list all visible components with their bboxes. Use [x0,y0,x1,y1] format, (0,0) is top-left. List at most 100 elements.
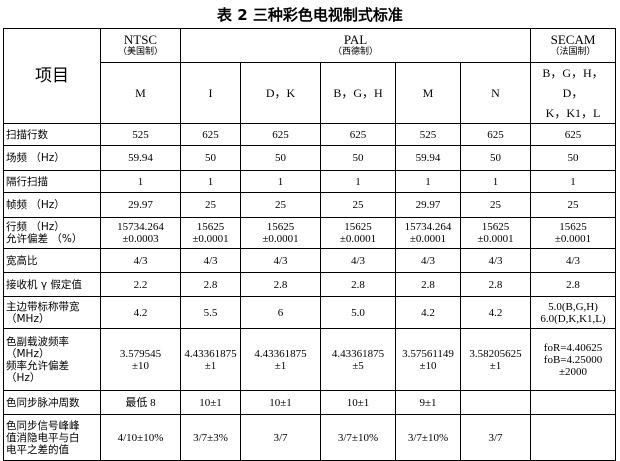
text-line: 15625 [344,221,372,233]
group-name: PAL [343,31,368,47]
text-line: 频率允许偏差 [6,359,69,372]
cell: 10±1 [320,390,396,415]
cell [459,390,532,415]
text-line: 主边带标称带宽 [6,300,80,313]
cell: 3.58205625 ±1 [459,328,532,391]
text-line: 50 [490,152,501,164]
text-line: 3/7±10% [337,431,379,444]
cell: 4.2 [100,296,181,329]
text-line: （Hz） [6,371,41,384]
text-line: 1 [492,175,499,188]
cell: 3/7 [459,414,532,461]
text-line: K，K1，L [545,106,601,120]
text-line: 625 [272,128,289,141]
cell: 4/3 [240,248,321,273]
cell: 625 [180,123,241,146]
text-line: 59.94 [415,152,441,164]
cell: 25 [240,192,321,218]
text-line: D，K [265,86,296,100]
text-line: 4/3 [350,254,366,267]
cell: 625 [530,123,617,146]
text-line: 电平之差的值 [6,443,69,456]
cell: 625 [320,123,396,146]
text-line: 2.8 [203,278,218,291]
text-line: 15734.264 [117,221,164,233]
text-line: 4.2 [488,306,503,319]
standards-table: 项目 NTSC （美国制） PAL （西德制） SECAM （法国制） M I D，K B，G，H M… [3,28,617,461]
data-row: 接收机 γ 假定值 2.2 2.8 2.8 2.8 2.8 2.8 2.8 [3,272,617,297]
text-line: 宽高比 [6,254,38,267]
text-line: 4/10±10% [117,431,164,444]
row-label: 行频 （Hz） 允许偏差 （%） [3,217,101,249]
text-line: 29.97 [128,199,153,211]
text-line: 9±1 [419,396,437,409]
cell: 5.5 [180,296,241,329]
cell: 4/3 [180,248,241,273]
cell [530,390,617,415]
text-line: 50 [205,152,216,164]
text-line: 2.2 [133,278,148,291]
text-line: M [422,86,434,100]
cell: 29.97 [100,192,181,218]
text-line: 扫描行数 [6,128,48,141]
cell: 15625 ±0.0001 [180,217,241,249]
cell: 25 [459,192,532,218]
cell: 2.2 [100,272,181,297]
system-cell: M [100,62,181,124]
text-line: foB=4.25000 [543,353,603,366]
cell: 59.94 [100,145,181,171]
text-line: 3/7 [273,431,288,444]
group-note: （法国制） [550,46,596,57]
text-line: 15625 [196,221,225,233]
text-line: 2.8 [421,278,435,291]
text-line: 行频 （Hz） [6,221,65,233]
text-line: 6.0(D,K,K1,L) [540,312,606,325]
text-line: ±0.0001 [477,233,514,245]
text-line: 10±1 [199,396,222,409]
system-cell: D，K [240,62,321,124]
data-row: 行频 （Hz） 允许偏差 （%） 15734.264 ±0.0003 15625 ±0.0… [3,217,617,249]
text-line: 接收机 γ 假定值 [6,278,82,291]
text-line: 3/7±3% [193,431,228,444]
text-line: 25 [567,199,579,211]
cell: 29.97 [395,192,461,218]
row-label: 接收机 γ 假定值 [3,272,101,297]
text-line: 隔行扫描 [6,175,48,188]
text-line: 25 [490,199,501,211]
text-line: 5.5 [203,306,218,319]
text-line: ±0.0001 [262,233,299,245]
cell: 50 [459,145,532,171]
cell: 15734.264 ±0.0001 [395,217,461,249]
cell: 4/3 [530,248,617,273]
text-line: ±5 [352,359,364,372]
cell: 9±1 [395,390,461,415]
cell: 4.2 [395,296,461,329]
group-name: SECAM [550,31,596,47]
text-line: 4.43361875 [254,347,307,360]
system-cell: I [180,62,241,124]
text-line: 625 [202,128,219,141]
text-line: 帧频 （Hz） [6,199,65,211]
text-line: 625 [564,128,582,141]
cell: 2.8 [395,272,461,297]
cell: 59.94 [395,145,461,171]
cell: 4/10±10% [100,414,181,461]
group-header: SECAM （法国制） [530,28,617,63]
text-line: 2.8 [351,278,365,291]
cell: 1 [395,170,461,193]
text-line: 29.97 [415,199,441,211]
cell: 625 [459,123,532,146]
text-line: 场频 （Hz） [6,152,65,164]
text-line: 59.94 [128,152,153,164]
text-line: ±0.0001 [192,233,229,245]
cell: 625 [240,123,321,146]
text-line: 3/7 [488,431,503,444]
cell: 15625 ±0.0001 [320,217,396,249]
text-line: 色同步脉冲周数 [6,396,80,409]
text-line: 6 [277,306,284,319]
text-line: 4.2 [421,306,435,319]
text-line: ±2000 [558,365,588,378]
text-line: 15625 [559,221,587,233]
group-header: NTSC （美国制） [100,28,181,63]
